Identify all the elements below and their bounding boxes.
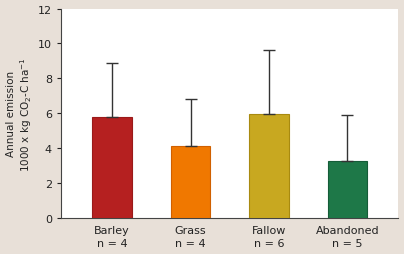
Bar [328, 161, 367, 218]
Bar [93, 118, 132, 218]
Bar [249, 115, 288, 218]
Bar [171, 147, 210, 218]
Y-axis label: Annual emission
1000 x kg CO$_2$-C ha$^{-1}$: Annual emission 1000 x kg CO$_2$-C ha$^{… [6, 56, 34, 171]
